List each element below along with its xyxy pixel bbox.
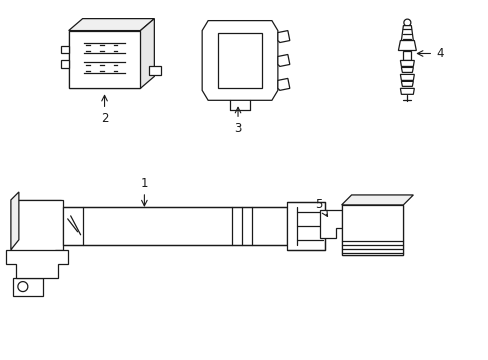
Polygon shape	[400, 88, 413, 94]
Polygon shape	[341, 195, 412, 205]
Polygon shape	[277, 78, 289, 90]
Polygon shape	[140, 19, 154, 88]
Bar	[346, 228, 359, 240]
Bar	[31, 206, 41, 218]
Polygon shape	[11, 192, 19, 250]
Text: 3: 3	[234, 122, 241, 135]
Text: 2: 2	[101, 112, 108, 125]
Polygon shape	[401, 26, 412, 41]
Text: 1: 1	[141, 177, 148, 190]
Polygon shape	[6, 250, 67, 278]
Bar	[68, 31, 140, 88]
Polygon shape	[11, 200, 62, 260]
Polygon shape	[61, 60, 68, 68]
Bar	[382, 210, 395, 222]
Bar	[17, 206, 27, 218]
Polygon shape	[403, 50, 410, 60]
Bar	[382, 228, 395, 240]
Bar	[13, 278, 42, 296]
Polygon shape	[68, 31, 140, 88]
Polygon shape	[401, 81, 412, 86]
Polygon shape	[341, 205, 403, 255]
Polygon shape	[62, 207, 286, 245]
Bar	[17, 224, 27, 236]
Polygon shape	[401, 67, 412, 72]
Polygon shape	[400, 60, 413, 67]
Polygon shape	[277, 54, 289, 67]
Polygon shape	[400, 75, 413, 80]
Text: 5: 5	[315, 198, 322, 211]
Polygon shape	[398, 41, 415, 50]
Polygon shape	[319, 210, 341, 238]
Polygon shape	[149, 67, 161, 75]
Bar	[13, 200, 61, 248]
Text: 4: 4	[435, 47, 443, 60]
Bar	[45, 206, 55, 218]
Polygon shape	[68, 19, 154, 31]
Polygon shape	[286, 202, 324, 250]
Bar	[364, 210, 377, 222]
Bar	[31, 224, 41, 236]
Polygon shape	[202, 21, 277, 100]
Polygon shape	[218, 32, 262, 88]
Bar	[45, 224, 55, 236]
Bar	[364, 228, 377, 240]
Bar	[346, 210, 359, 222]
Bar	[341, 205, 403, 255]
Polygon shape	[61, 45, 68, 54]
Polygon shape	[277, 31, 289, 42]
